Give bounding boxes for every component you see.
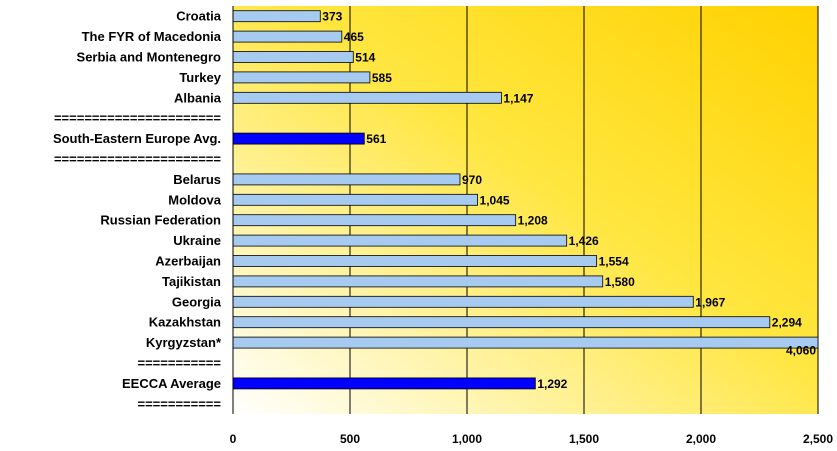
- bar: [232, 336, 819, 349]
- category-label: ======================: [54, 111, 221, 126]
- category-label: Georgia: [172, 294, 222, 309]
- category-label: ===========: [137, 396, 221, 411]
- value-label: 561: [366, 132, 386, 146]
- bar: [232, 193, 478, 206]
- category-label: Ukraine: [173, 233, 221, 248]
- bar: [232, 214, 517, 227]
- category-label: Albania: [174, 90, 222, 105]
- value-label: 1,045: [480, 193, 510, 207]
- value-label: 970: [462, 173, 482, 187]
- value-label: 1,554: [599, 255, 629, 269]
- category-label: The FYR of Macedonia: [82, 29, 222, 44]
- value-label: 1,426: [569, 234, 599, 248]
- value-label: 465: [344, 30, 364, 44]
- category-label: Kazakhstan: [149, 315, 221, 330]
- x-axis-tick-labels: 0 500 1,000 1,500 2,000 2,500: [230, 432, 834, 446]
- bar: [232, 275, 604, 288]
- value-label: 585: [372, 71, 392, 85]
- value-label: 373: [322, 10, 342, 24]
- x-tick-label: 0: [230, 432, 237, 446]
- category-label: Moldova: [168, 192, 221, 207]
- bar: [232, 10, 321, 23]
- bar: [232, 71, 371, 84]
- category-label: South-Eastern Europe Avg.: [53, 131, 221, 146]
- x-tick-label: 1,500: [569, 432, 599, 446]
- x-tick-label: 2,000: [686, 432, 716, 446]
- category-label: Kyrgyzstan*: [146, 335, 222, 350]
- bar: [232, 255, 598, 267]
- x-tick-label: 2,500: [803, 432, 833, 446]
- value-labels: 3734655145851,1475619701,0451,2081,4261,…: [322, 10, 816, 391]
- value-label: 1,147: [503, 91, 533, 105]
- bars: [232, 10, 819, 390]
- category-label: Azerbaijan: [155, 254, 221, 269]
- x-tick-label: 1,000: [452, 432, 482, 446]
- bar: [232, 30, 343, 43]
- bar: [232, 51, 354, 63]
- plot-area: [233, 6, 818, 414]
- category-labels: Croatia The FYR of Macedonia Serbia and Mo…: [53, 9, 222, 412]
- category-label: Russian Federation: [100, 213, 221, 228]
- category-label: Turkey: [179, 70, 221, 85]
- value-label: 1,580: [605, 275, 635, 289]
- bar: [232, 132, 365, 145]
- category-label: Croatia: [176, 9, 222, 24]
- category-label: ===========: [137, 356, 221, 371]
- value-label: 2,294: [772, 316, 802, 330]
- bar: [232, 173, 461, 186]
- bar: [232, 91, 502, 104]
- value-label: 514: [355, 51, 375, 65]
- category-label: ======================: [54, 152, 221, 167]
- bar: [232, 316, 771, 329]
- value-label: 1,967: [695, 295, 725, 309]
- x-tick-label: 500: [340, 432, 360, 446]
- value-label: 1,292: [537, 377, 567, 391]
- category-label: Belarus: [173, 172, 221, 187]
- category-label: Tajikistan: [162, 274, 221, 289]
- value-label: 4,060: [786, 344, 816, 358]
- bar: [232, 234, 568, 247]
- bar: [232, 377, 536, 390]
- value-label: 1,208: [518, 214, 548, 228]
- bar: [232, 295, 694, 308]
- category-label: EECCA Average: [122, 376, 221, 391]
- category-label: Serbia and Montenegro: [77, 50, 222, 65]
